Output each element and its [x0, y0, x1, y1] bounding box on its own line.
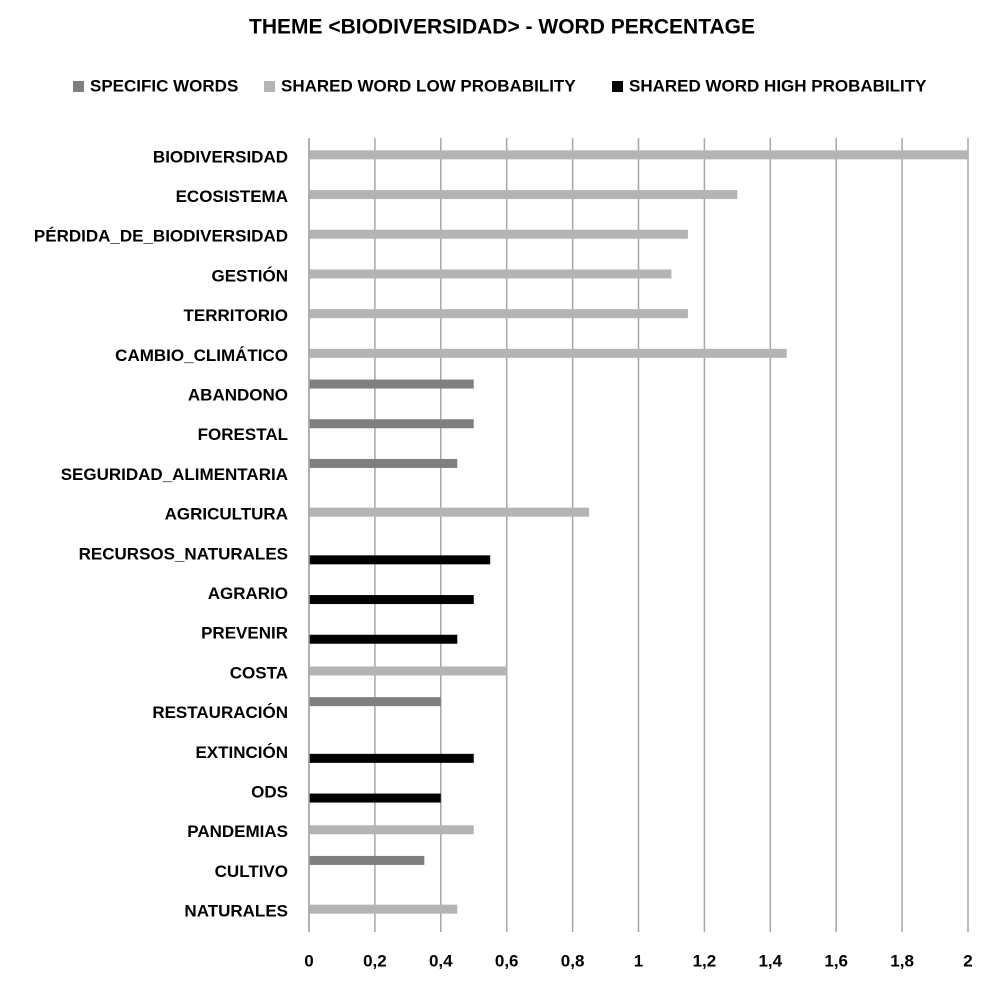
- y-tick-label: GESTIÓN: [211, 266, 288, 285]
- chart-title: THEME <BIODIVERSIDAD> - WORD PERCENTAGE: [249, 16, 755, 39]
- bar: [309, 379, 474, 389]
- y-tick-label: RESTAURACIÓN: [152, 703, 288, 722]
- bar: [309, 595, 474, 605]
- bar: [309, 507, 590, 517]
- x-tick-label: 0,2: [363, 951, 387, 970]
- bar: [309, 825, 474, 835]
- bar: [309, 904, 458, 914]
- legend-label: SPECIFIC WORDS: [90, 76, 238, 95]
- bar: [309, 269, 672, 279]
- bar: [309, 753, 474, 763]
- y-tick-label: PREVENIR: [201, 624, 288, 643]
- x-tick-label: 1,8: [890, 951, 914, 970]
- bar: [309, 458, 458, 468]
- x-tick-label: 0,4: [429, 951, 453, 970]
- x-tick-label: 2: [963, 951, 972, 970]
- legend-label: SHARED WORD HIGH PROBABILITY: [629, 76, 927, 95]
- y-tick-label: TERRITORIO: [183, 306, 288, 325]
- y-tick-label: AGRARIO: [208, 584, 288, 603]
- x-tick-label: 1: [634, 951, 643, 970]
- y-tick-label: ABANDONO: [188, 386, 288, 405]
- y-tick-label: AGRICULTURA: [165, 505, 288, 524]
- y-tick-label: SEGURIDAD_ALIMENTARIA: [61, 465, 288, 484]
- bar: [309, 697, 441, 707]
- y-tick-label: CULTIVO: [215, 862, 288, 881]
- bar: [309, 634, 458, 644]
- bar: [309, 150, 968, 160]
- y-tick-label: EXTINCIÓN: [195, 743, 288, 762]
- y-tick-label: COSTA: [230, 663, 288, 682]
- y-tick-label: NATURALES: [184, 902, 288, 921]
- y-tick-label: CAMBIO_CLIMÁTICO: [115, 346, 288, 365]
- x-tick-label: 0: [304, 951, 313, 970]
- bar: [309, 419, 474, 429]
- y-tick-label: RECURSOS_NATURALES: [79, 544, 288, 563]
- bar: [309, 229, 688, 239]
- legend-swatch: [612, 81, 623, 92]
- bar: [309, 309, 688, 319]
- legend-swatch: [73, 81, 84, 92]
- bar: [309, 855, 425, 865]
- x-tick-label: 0,6: [495, 951, 519, 970]
- y-tick-label: PÉRDIDA_DE_BIODIVERSIDAD: [34, 227, 288, 246]
- bar: [309, 190, 738, 200]
- x-tick-label: 1,2: [693, 951, 717, 970]
- x-tick-label: 1,6: [824, 951, 848, 970]
- y-tick-label: BIODIVERSIDAD: [153, 147, 288, 166]
- y-tick-label: ODS: [251, 783, 288, 802]
- y-tick-label: FORESTAL: [198, 425, 288, 444]
- bar: [309, 666, 507, 676]
- y-tick-label: ECOSISTEMA: [176, 187, 288, 206]
- legend-label: SHARED WORD LOW PROBABILITY: [281, 76, 576, 95]
- x-tick-label: 0,8: [561, 951, 585, 970]
- y-tick-label: PANDEMIAS: [187, 822, 288, 841]
- bar: [309, 793, 441, 803]
- bar: [309, 555, 491, 565]
- x-tick-label: 1,4: [758, 951, 782, 970]
- legend-swatch: [264, 81, 275, 92]
- bar: [309, 348, 787, 358]
